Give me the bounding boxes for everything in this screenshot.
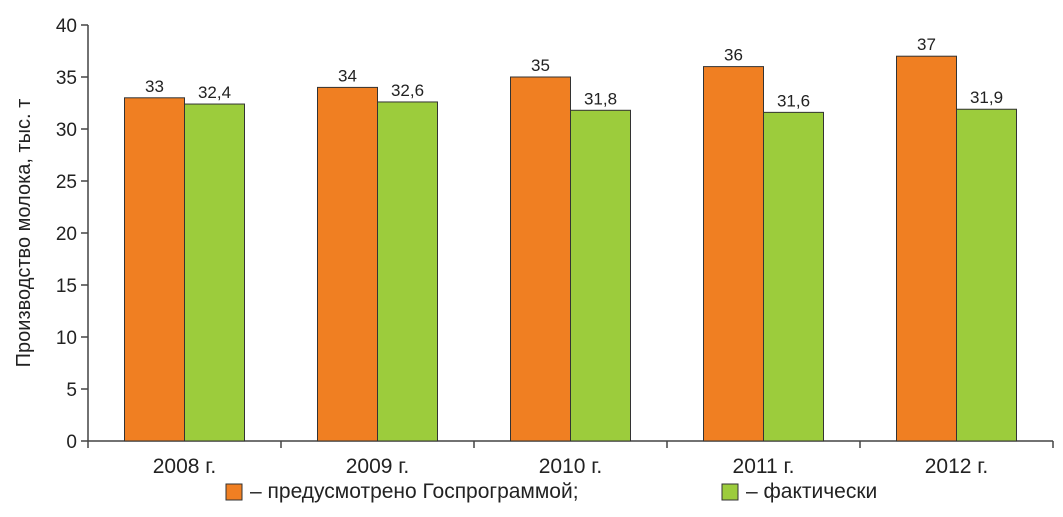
legend-label: – фактически: [746, 480, 877, 503]
legend: – предусмотрено Госпрограммой; – фактичес…: [225, 480, 877, 503]
y-tick-label: 10: [56, 328, 77, 349]
data-label: 31,9: [970, 88, 1003, 107]
bar: [124, 97, 185, 442]
bar: [763, 111, 824, 442]
data-label: 34: [338, 66, 357, 85]
x-tick-label: 2012 г.: [925, 455, 988, 478]
bar: [570, 109, 631, 442]
data-label: 32,6: [391, 81, 424, 100]
bar: [703, 66, 764, 442]
y-tick-label: 30: [56, 120, 77, 141]
x-tick-label: 2010 г.: [539, 455, 602, 478]
data-label: 31,6: [777, 91, 810, 110]
bar: [184, 103, 245, 442]
bar: [317, 86, 378, 442]
legend-label: – предусмотрено Госпрограммой;: [250, 480, 579, 503]
y-tick-label: 40: [56, 16, 77, 37]
y-tick-label: 25: [56, 172, 77, 193]
data-label: 33: [145, 77, 164, 96]
legend-swatch: [721, 483, 739, 501]
value-labels: 33 32,4 34 32,6 35 31,8 36 31,6 37 31,9: [145, 35, 1003, 110]
x-tick-label: 2008 г.: [153, 455, 216, 478]
data-label: 31,8: [584, 89, 617, 108]
y-axis-label: Производство молока, тыс. т: [13, 99, 35, 368]
bars: [124, 55, 1017, 442]
legend-swatch: [225, 483, 243, 501]
y-tick-label: 5: [66, 380, 77, 401]
data-label: 37: [917, 35, 936, 54]
bar: [377, 101, 438, 442]
y-tick-label: 35: [56, 68, 77, 89]
y-tick-label: 20: [56, 224, 77, 245]
data-label: 32,4: [198, 83, 231, 102]
bar: [510, 76, 571, 442]
y-tick-label: 15: [56, 276, 77, 297]
bar: [896, 55, 957, 442]
data-label: 36: [724, 46, 743, 65]
bar: [956, 108, 1017, 442]
x-axis: 2008 г. 2009 г. 2010 г. 2011 г. 2012 г.: [87, 440, 1054, 478]
x-tick-label: 2011 г.: [733, 455, 795, 478]
y-tick-label: 0: [66, 432, 77, 453]
y-axis: 0 5 10 15 20 25 30 35 40: [56, 16, 89, 453]
data-label: 35: [531, 56, 550, 75]
x-tick-label: 2009 г.: [346, 455, 409, 478]
